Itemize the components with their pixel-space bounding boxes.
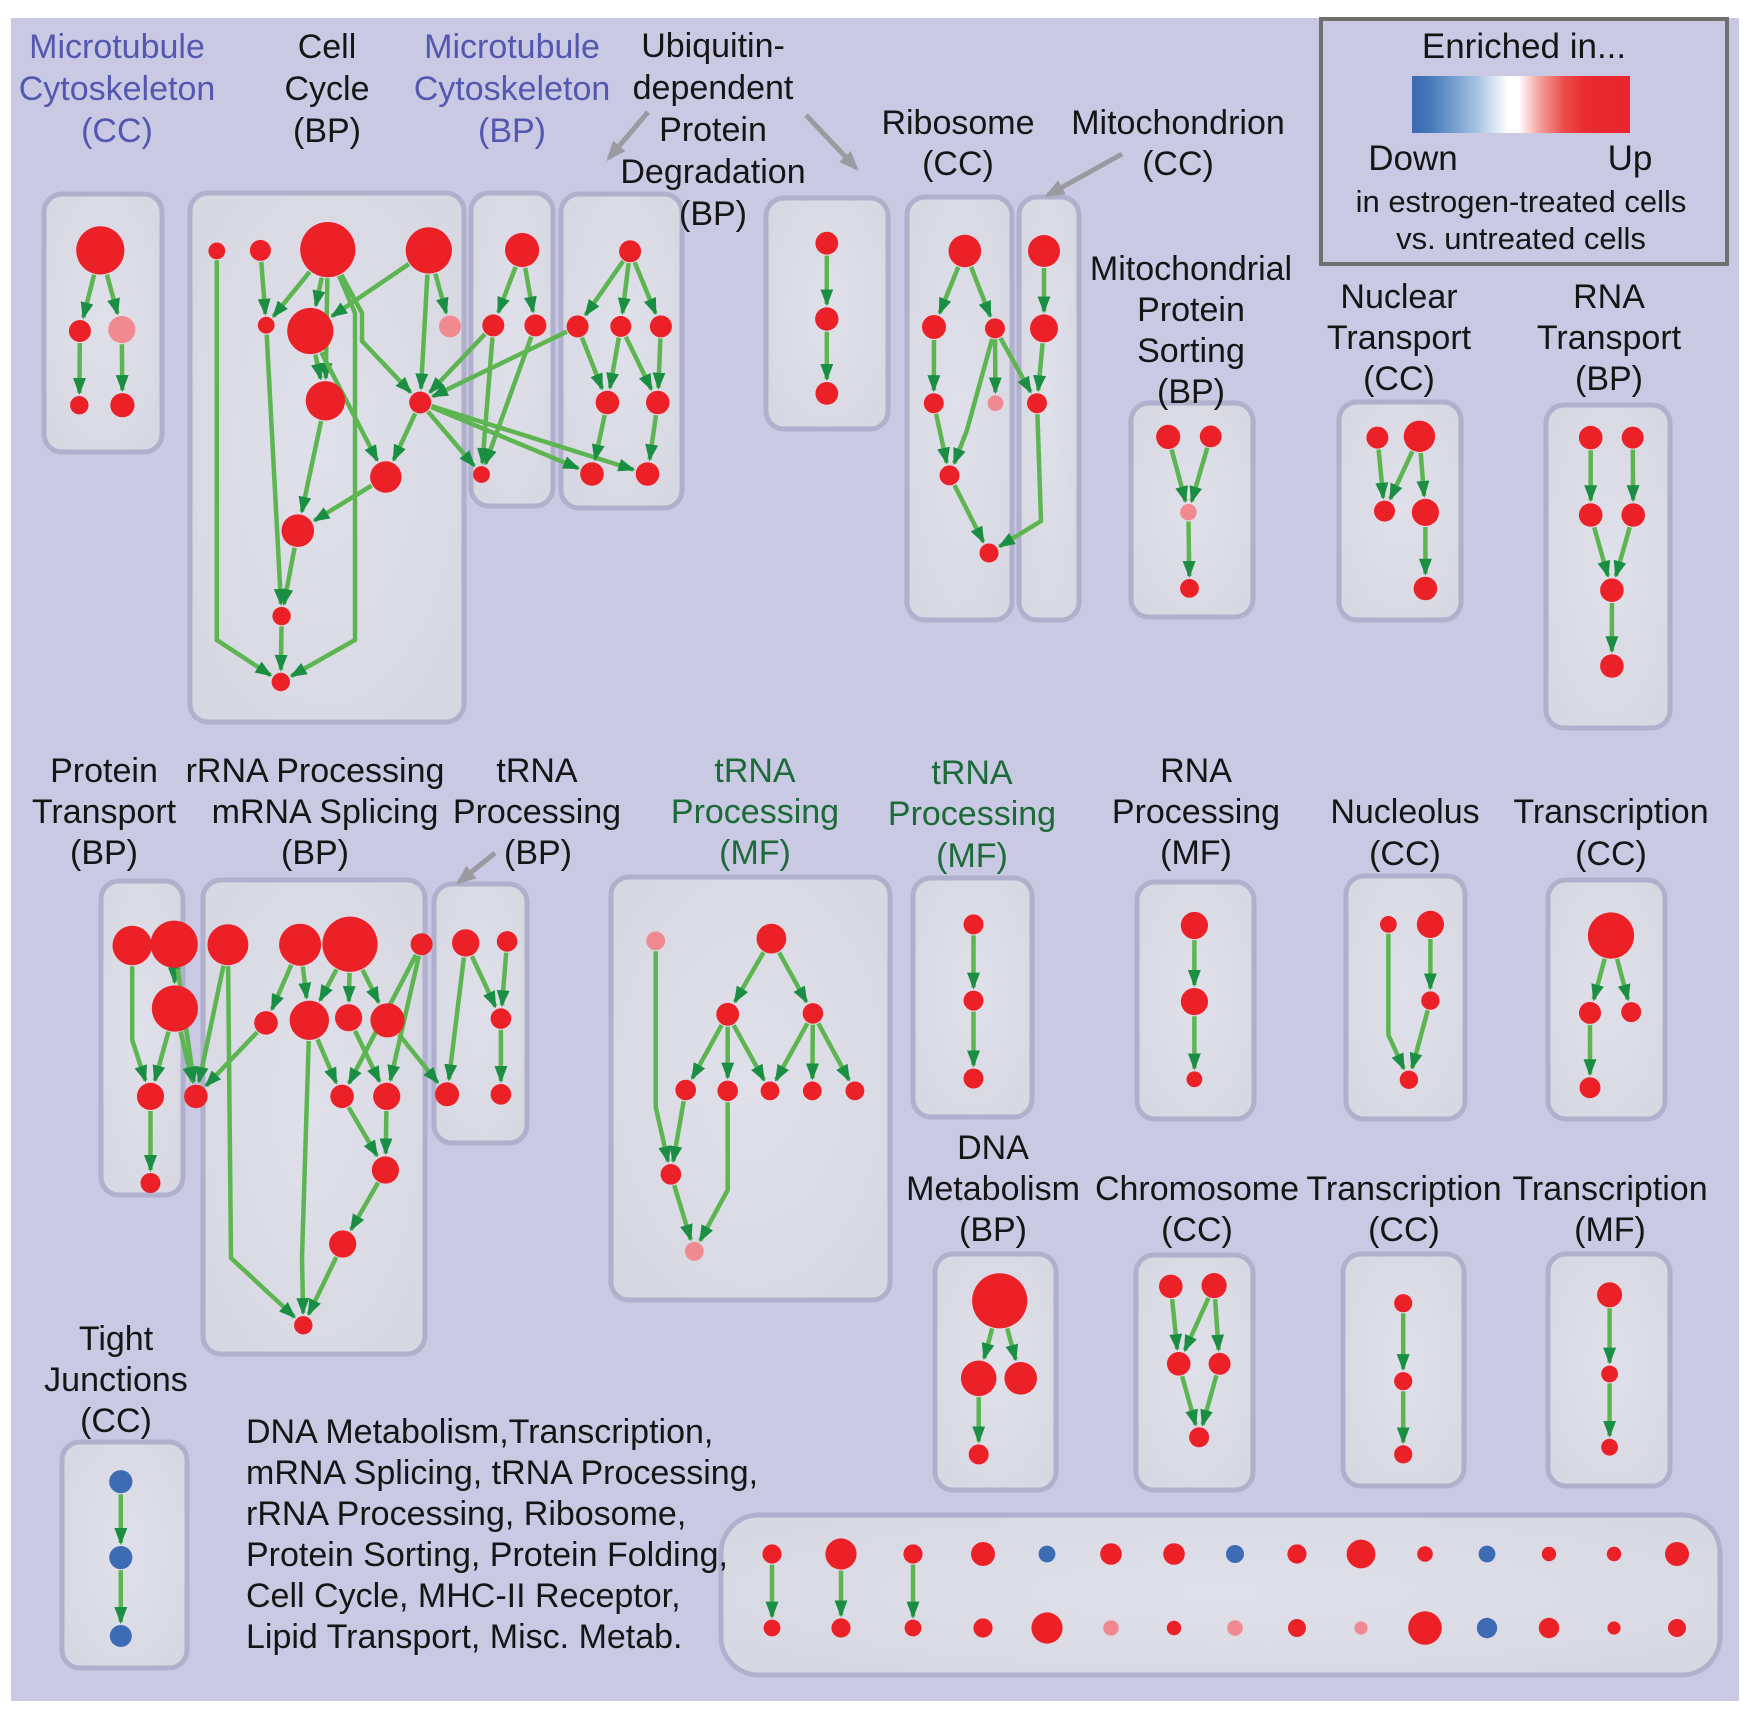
svg-text:(BP): (BP) xyxy=(679,195,747,233)
svg-text:(CC): (CC) xyxy=(1161,1211,1233,1249)
svg-text:Cell Cycle, MHC-II Receptor,: Cell Cycle, MHC-II Receptor, xyxy=(246,1577,681,1615)
svg-text:Sorting: Sorting xyxy=(1137,332,1245,370)
svg-text:mRNA Splicing: mRNA Splicing xyxy=(212,793,439,831)
svg-text:Cell: Cell xyxy=(298,28,357,66)
svg-text:DNA: DNA xyxy=(957,1129,1029,1167)
svg-text:Microtubule: Microtubule xyxy=(29,28,205,66)
svg-text:in estrogen-treated cells: in estrogen-treated cells xyxy=(1356,184,1687,219)
svg-text:Protein Sorting, Protein Foldi: Protein Sorting, Protein Folding, xyxy=(246,1536,728,1574)
svg-text:(MF): (MF) xyxy=(1574,1211,1646,1249)
svg-text:Tight: Tight xyxy=(79,1320,154,1358)
svg-text:Microtubule: Microtubule xyxy=(424,28,600,66)
svg-text:rRNA Processing, Ribosome,: rRNA Processing, Ribosome, xyxy=(246,1495,686,1533)
svg-text:(BP): (BP) xyxy=(281,834,349,872)
svg-text:(BP): (BP) xyxy=(504,834,572,872)
svg-text:rRNA Processing: rRNA Processing xyxy=(186,752,445,790)
svg-text:RNA: RNA xyxy=(1160,752,1232,790)
svg-text:Junctions: Junctions xyxy=(44,1361,188,1399)
svg-text:(MF): (MF) xyxy=(1160,834,1232,872)
svg-text:Processing: Processing xyxy=(671,793,839,831)
svg-text:tRNA: tRNA xyxy=(496,752,578,790)
svg-text:Transcription: Transcription xyxy=(1513,793,1708,831)
svg-text:Ribosome: Ribosome xyxy=(881,104,1034,142)
svg-text:(CC): (CC) xyxy=(1368,1211,1440,1249)
svg-text:(BP): (BP) xyxy=(293,112,361,150)
svg-text:(CC): (CC) xyxy=(80,1402,152,1440)
svg-text:(CC): (CC) xyxy=(922,145,994,183)
svg-text:(CC): (CC) xyxy=(1575,835,1647,873)
svg-text:Nucleolus: Nucleolus xyxy=(1330,793,1479,831)
svg-text:Transport: Transport xyxy=(1537,319,1682,357)
svg-text:tRNA: tRNA xyxy=(714,752,796,790)
svg-text:Transcription: Transcription xyxy=(1512,1170,1707,1208)
svg-text:Cycle: Cycle xyxy=(284,70,369,108)
svg-text:Mitochondrion: Mitochondrion xyxy=(1071,104,1285,142)
svg-text:Processing: Processing xyxy=(888,795,1056,833)
svg-text:dependent: dependent xyxy=(633,69,794,107)
svg-text:Protein: Protein xyxy=(659,111,767,149)
svg-text:(CC): (CC) xyxy=(1369,835,1441,873)
svg-text:vs. untreated cells: vs. untreated cells xyxy=(1396,221,1646,256)
svg-text:(BP): (BP) xyxy=(70,834,138,872)
svg-text:Processing: Processing xyxy=(1112,793,1280,831)
svg-text:Cytoskeleton: Cytoskeleton xyxy=(19,70,216,108)
svg-text:(BP): (BP) xyxy=(478,112,546,150)
svg-text:(MF): (MF) xyxy=(719,834,791,872)
svg-text:Mitochondrial: Mitochondrial xyxy=(1090,250,1292,288)
svg-text:Transcription: Transcription xyxy=(1306,1170,1501,1208)
svg-text:Metabolism: Metabolism xyxy=(906,1170,1080,1208)
svg-text:(BP): (BP) xyxy=(1157,373,1225,411)
svg-text:Transport: Transport xyxy=(1327,319,1472,357)
svg-text:(CC): (CC) xyxy=(1363,360,1435,398)
svg-text:Protein: Protein xyxy=(50,752,158,790)
svg-text:(BP): (BP) xyxy=(959,1211,1027,1249)
svg-text:Lipid Transport, Misc. Metab.: Lipid Transport, Misc. Metab. xyxy=(246,1618,683,1656)
svg-text:(MF): (MF) xyxy=(936,837,1008,875)
svg-text:Ubiquitin-: Ubiquitin- xyxy=(641,27,785,65)
svg-text:Protein: Protein xyxy=(1137,291,1245,329)
svg-text:tRNA: tRNA xyxy=(931,754,1013,792)
svg-text:Transport: Transport xyxy=(32,793,177,831)
svg-text:Up: Up xyxy=(1608,139,1653,178)
svg-text:Degradation: Degradation xyxy=(620,153,805,191)
svg-text:(CC): (CC) xyxy=(1142,145,1214,183)
svg-text:DNA Metabolism,Transcription,: DNA Metabolism,Transcription, xyxy=(246,1413,713,1451)
svg-text:Enriched in...: Enriched in... xyxy=(1422,27,1626,66)
svg-text:RNA: RNA xyxy=(1573,278,1645,316)
svg-text:Down: Down xyxy=(1368,139,1457,178)
svg-text:mRNA Splicing, tRNA Processing: mRNA Splicing, tRNA Processing, xyxy=(246,1454,758,1492)
svg-text:Nuclear: Nuclear xyxy=(1340,278,1457,316)
svg-text:(BP): (BP) xyxy=(1575,360,1643,398)
svg-text:Processing: Processing xyxy=(453,793,621,831)
svg-text:(CC): (CC) xyxy=(81,112,153,150)
svg-text:Cytoskeleton: Cytoskeleton xyxy=(414,70,611,108)
svg-text:Chromosome: Chromosome xyxy=(1095,1170,1299,1208)
